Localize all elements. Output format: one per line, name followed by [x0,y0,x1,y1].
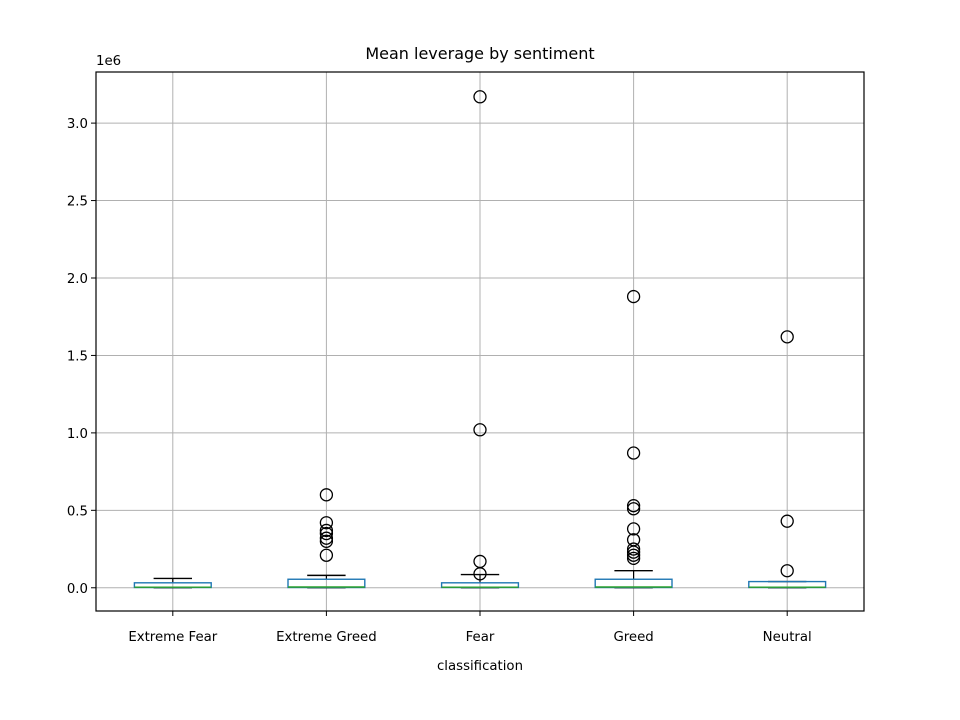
outlier-point [626,548,641,562]
axes: 0.0 0.5 1.0 1.5 2.0 2.5 3.0 Extreme Fear Extreme… [67,117,812,645]
outlier-point [626,522,641,536]
outlier-point [319,526,334,541]
outlier-point [626,542,641,556]
x-tick-label: Extreme Fear [128,630,217,645]
outlier-point [473,554,487,569]
y-tick-label: 0.5 [67,504,88,519]
y-offset-label: 1e6 [96,54,121,69]
y-tick-label: 0.0 [67,582,88,597]
boxes [133,90,827,589]
outlier-point [626,289,641,304]
outlier-point [319,548,334,562]
plot-frame [95,71,865,612]
outlier-point [319,523,334,538]
y-tick-label: 3.0 [67,117,88,132]
outlier-point [626,533,641,547]
outlier-point [319,488,334,502]
outlier-point [319,531,334,545]
outlier-point [626,446,641,460]
x-tick-label: Greed [613,630,653,645]
chart-title: Mean leverage by sentiment [365,44,594,63]
outlier-point [473,90,487,104]
y-tick-label: 2.0 [67,272,88,287]
box-0 [133,577,212,589]
y-tick-label: 2.5 [67,195,88,210]
y-tick-label: 1.5 [67,349,88,364]
box-3 [594,289,673,589]
outlier-point [626,502,641,516]
y-tick-label: 1.0 [67,427,88,442]
grid-lines [96,72,864,611]
x-tick-label: Extreme Greed [276,630,376,645]
box-4 [748,330,827,589]
box-2 [440,90,520,589]
outlier-point [780,514,794,528]
outlier-point [319,534,334,548]
outlier-point [473,423,487,437]
outlier-point [780,564,794,578]
outlier-point [626,551,641,565]
x-axis-label: classification [437,659,523,674]
x-tick-label: Neutral [763,630,812,645]
outlier-point [780,330,794,344]
outlier-point [319,516,334,530]
box-1 [287,488,366,589]
outlier-point [626,499,641,513]
x-tick-label: Fear [466,630,495,645]
